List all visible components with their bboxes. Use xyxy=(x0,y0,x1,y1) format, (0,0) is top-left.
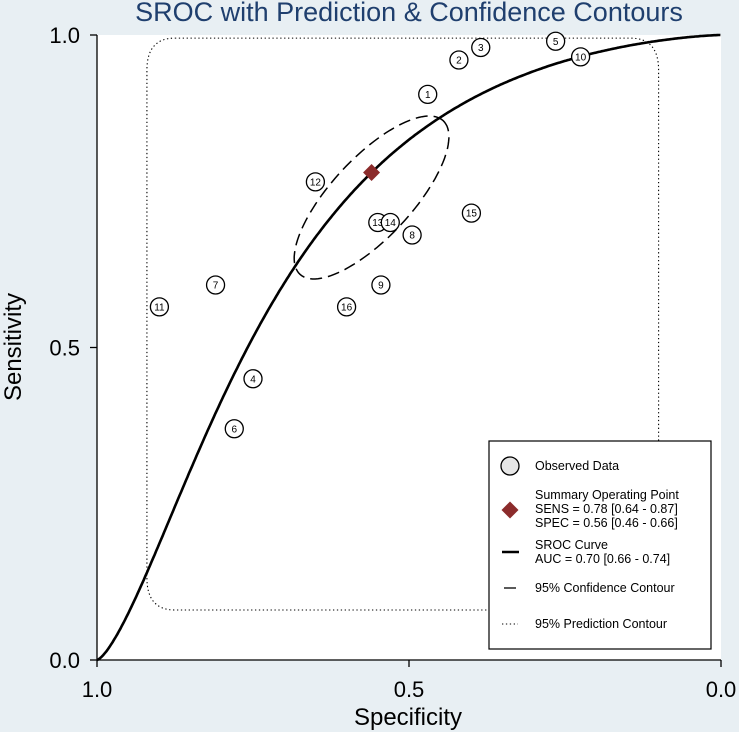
study-point-label: 16 xyxy=(341,302,353,313)
sroc-curve xyxy=(96,33,721,662)
study-point-label: 7 xyxy=(213,281,219,292)
study-point-label: 10 xyxy=(575,52,587,63)
study-point xyxy=(461,203,482,223)
study-point-label: 8 xyxy=(409,231,415,242)
y-axis-label: Sensitivity xyxy=(0,293,27,401)
study-point-label: 11 xyxy=(154,302,165,313)
study-point xyxy=(149,297,170,317)
contours xyxy=(146,37,660,611)
study-point-label: 4 xyxy=(250,374,256,385)
legend-summary-spec: SPEC = 0.56 [0.46 - 0.66] xyxy=(535,516,678,530)
legend-prediction-label: 95% Prediction Contour xyxy=(535,617,667,631)
legend-summary-sens: SENS = 0.78 [0.64 - 0.87] xyxy=(535,502,678,516)
study-point-label: 5 xyxy=(553,37,559,48)
study-point xyxy=(305,172,326,192)
study-point-label: 15 xyxy=(466,209,478,220)
legend-observed-label: Observed Data xyxy=(535,459,619,473)
y-tick-label: 0.5 xyxy=(49,336,80,361)
axes: 1.0 0.5 0.0 0.0 0.5 1.0 xyxy=(49,23,736,702)
study-point xyxy=(371,275,391,295)
study-point-label: 14 xyxy=(385,218,397,229)
confidence-contour xyxy=(293,115,450,280)
legend-summary-symbol xyxy=(501,501,519,519)
x-tick-label: 1.0 xyxy=(82,677,113,702)
study-point-label: 9 xyxy=(378,281,384,292)
study-point-label: 2 xyxy=(456,56,462,67)
study-point xyxy=(418,84,438,105)
study-point-label: 13 xyxy=(372,218,384,229)
study-point xyxy=(545,31,566,51)
legend-sroc-auc: AUC = 0.70 [0.66 - 0.74] xyxy=(535,552,670,566)
study-point xyxy=(243,369,263,389)
study-point-label: 6 xyxy=(231,424,237,435)
study-point-label: 1 xyxy=(425,90,431,101)
study-point xyxy=(570,47,591,67)
study-point xyxy=(471,37,491,58)
legend-confidence-label: 95% Confidence Contour xyxy=(535,581,675,595)
x-tick-label: 0.0 xyxy=(706,677,737,702)
sroc-layer xyxy=(96,33,721,662)
study-point xyxy=(224,419,244,439)
study-point xyxy=(380,212,400,233)
legend-sroc-title: SROC Curve xyxy=(535,538,608,552)
chart-title: SROC with Prediction & Confidence Contou… xyxy=(135,0,683,27)
study-point-label: 12 xyxy=(310,177,322,188)
study-point xyxy=(336,297,357,317)
study-point xyxy=(205,275,226,295)
summary-operating-point xyxy=(363,164,381,181)
legend-observed-symbol xyxy=(500,456,520,476)
study-point-label: 3 xyxy=(478,43,484,54)
legend-box xyxy=(488,440,712,650)
legend: Observed Data Summary Operating Point SE… xyxy=(488,440,712,650)
legend-summary-title: Summary Operating Point xyxy=(535,488,679,502)
study-point xyxy=(402,225,422,245)
y-tick-label: 1.0 xyxy=(49,23,80,48)
summary-layer xyxy=(363,164,381,181)
x-axis-label: Specificity xyxy=(354,704,462,731)
x-tick-label: 0.5 xyxy=(394,677,425,702)
study-point xyxy=(449,50,469,70)
y-tick-label: 0.0 xyxy=(49,648,80,673)
